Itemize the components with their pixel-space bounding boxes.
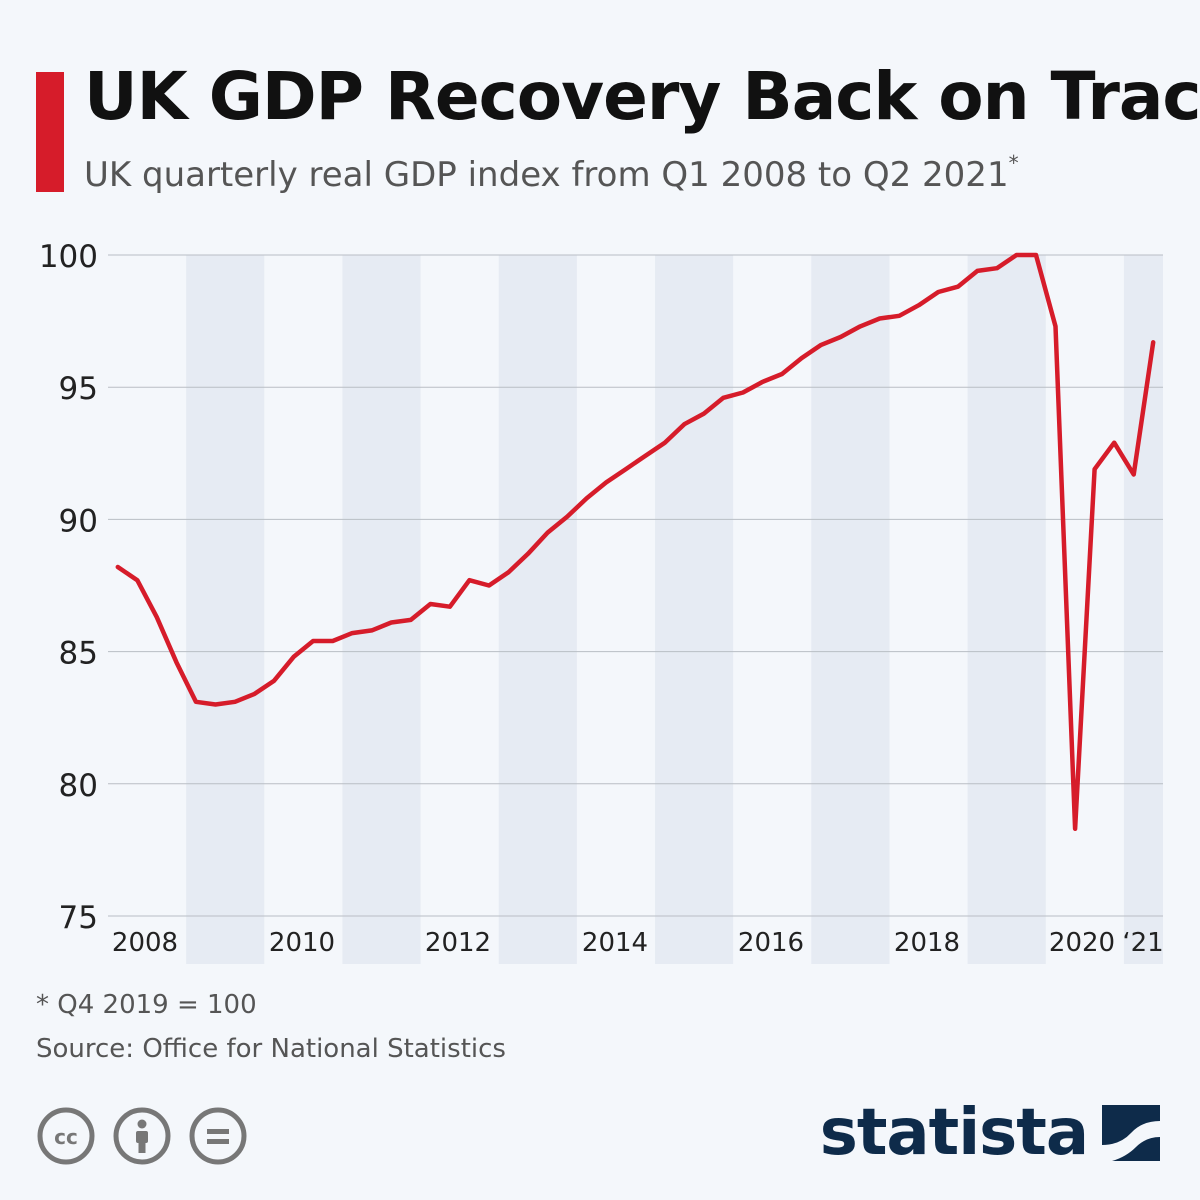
x-tick-label: 2014 — [582, 928, 648, 958]
y-tick-label: 90 — [59, 503, 98, 539]
no-derivatives-icon[interactable] — [188, 1106, 248, 1166]
x-tick-label: 2020 — [1049, 928, 1115, 958]
chart-subtitle: UK quarterly real GDP index from Q1 2008… — [84, 151, 1019, 195]
x-tick-label: 2012 — [425, 928, 491, 958]
year-band — [498, 255, 577, 964]
title-accent-bar — [36, 72, 64, 192]
x-tick-label: 2018 — [894, 928, 960, 958]
chart-title: UK GDP Recovery Back on Track — [84, 58, 1200, 135]
y-tick-label: 100 — [39, 239, 98, 275]
x-tick-label: 2010 — [269, 928, 335, 958]
statista-brand[interactable]: statista — [820, 1096, 1160, 1170]
source-note: Source: Office for National Statistics — [36, 1034, 506, 1064]
footnote: * Q4 2019 = 100 — [36, 990, 257, 1020]
statista-logo-icon — [1102, 1105, 1160, 1161]
year-band — [342, 255, 421, 964]
y-tick-label: 80 — [59, 768, 98, 804]
brand-name: statista — [819, 1096, 1089, 1170]
year-band — [655, 255, 734, 964]
year-band — [811, 255, 890, 964]
cc-icon[interactable]: cc — [36, 1106, 96, 1166]
attribution-icon[interactable] — [112, 1106, 172, 1166]
license-icons: cc — [36, 1106, 248, 1166]
gdp-line-chart: 75 80 85 90 95 100 2008 2010 2012 2014 2016 2018 202… — [39, 239, 1164, 964]
subtitle-text: UK quarterly real GDP index from Q1 2008… — [84, 155, 1009, 195]
x-tick-label: 2016 — [738, 928, 804, 958]
series-line-0 — [115, 252, 1156, 831]
subtitle-footnote-marker: * — [1008, 151, 1019, 175]
year-band — [1123, 255, 1163, 964]
y-tick-label: 95 — [59, 371, 98, 407]
year-band — [967, 255, 1046, 964]
year-band — [186, 255, 265, 964]
x-tick-label: 2008 — [112, 928, 178, 958]
y-tick-label: 75 — [59, 900, 98, 936]
x-tick-label: ‘21 — [1122, 928, 1163, 958]
svg-text:cc: cc — [54, 1125, 78, 1149]
y-tick-label: 85 — [59, 636, 98, 672]
